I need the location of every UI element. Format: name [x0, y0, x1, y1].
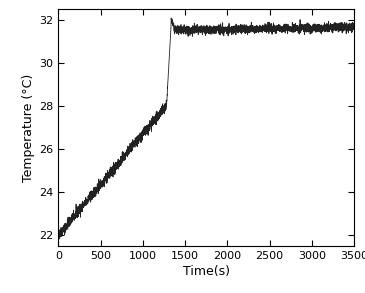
Y-axis label: Temperature (°C): Temperature (°C) [22, 73, 35, 182]
X-axis label: Time(s): Time(s) [183, 265, 230, 278]
